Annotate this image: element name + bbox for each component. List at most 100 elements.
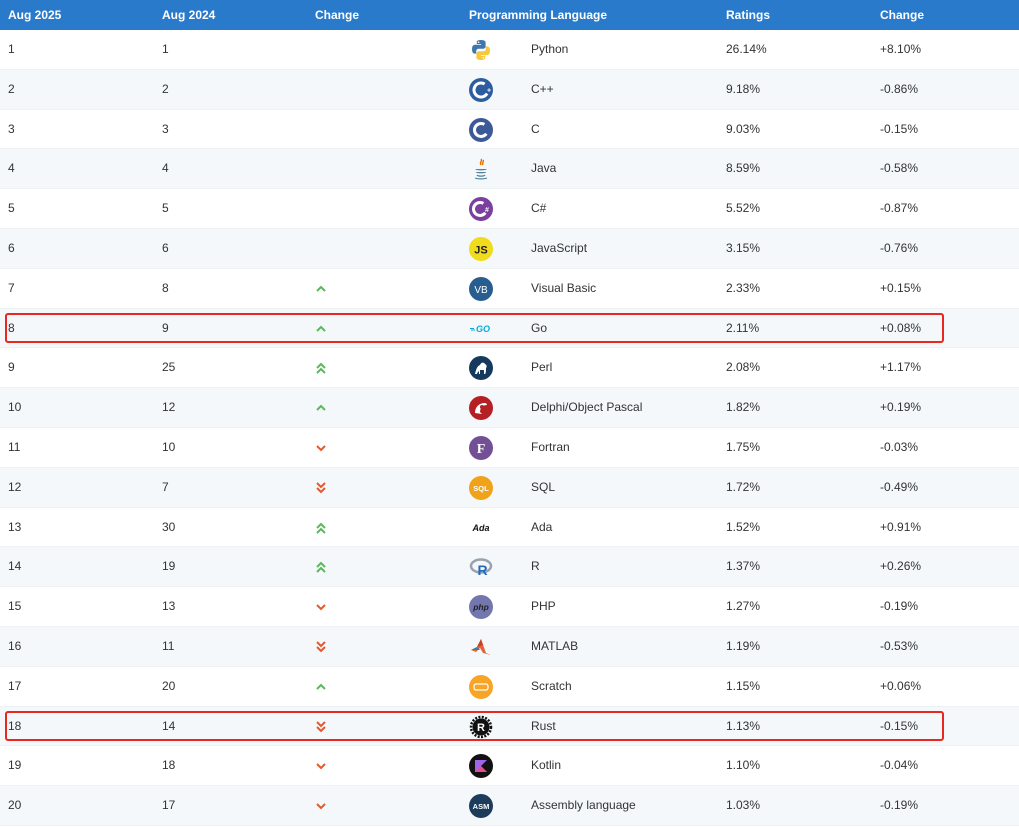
rank-aug-2025: 2	[8, 81, 15, 96]
rating-value: 26.14%	[726, 42, 767, 56]
rank-aug-2024: 18	[162, 758, 176, 773]
table-row: 1 1 Python 26.14% +8.10%	[0, 30, 1019, 70]
assembly-icon: ASM	[468, 793, 494, 819]
change-value: -0.19%	[880, 798, 919, 813]
table-body: 1 1 Python 26.14% +8.10% 2 2 + C++ 9.18% -0.86% 3 3 C…	[0, 30, 1019, 826]
chevron-down-icon	[315, 587, 329, 627]
change-value: +0.91%	[880, 519, 922, 534]
rating-value: 2.08%	[726, 360, 761, 375]
change-value: +0.06%	[880, 678, 922, 693]
rank-aug-2024: 2	[162, 81, 169, 96]
header-programming-language[interactable]: Programming Language	[469, 8, 608, 22]
trend-none	[315, 70, 329, 110]
rank-aug-2025: 15	[8, 599, 22, 614]
change-value: -0.58%	[880, 161, 919, 176]
table-row: 20 17 ASM Assembly language 1.03% -0.19%	[0, 786, 1019, 826]
rank-aug-2024: 10	[162, 439, 176, 454]
rating-value: 1.13%	[726, 718, 761, 733]
table-row: 4 4 Java 8.59% -0.58%	[0, 149, 1019, 190]
rank-aug-2025: 3	[8, 121, 15, 136]
rank-aug-2025: 10	[8, 400, 22, 415]
header-ratings[interactable]: Ratings	[726, 8, 771, 22]
rating-value: 8.59%	[726, 161, 761, 176]
table-row: 10 12 Delphi/Object Pascal 1.82% +0.19%	[0, 388, 1019, 428]
language-name: MATLAB	[531, 638, 579, 653]
rank-aug-2025: 17	[8, 678, 22, 693]
svg-text:VB: VB	[474, 285, 488, 296]
rank-aug-2025: 13	[8, 519, 22, 534]
table-row: 7 8 VB Visual Basic 2.33% +0.15%	[0, 269, 1019, 309]
rank-aug-2024: 20	[162, 678, 176, 693]
svg-text:ASM: ASM	[473, 802, 490, 811]
visual-basic-icon: VB	[468, 276, 494, 302]
svg-text:#: #	[485, 207, 489, 214]
rank-aug-2024: 11	[162, 638, 175, 653]
change-value: +0.08%	[880, 320, 922, 335]
trend-none	[315, 30, 329, 70]
svg-text:JS: JS	[474, 244, 487, 256]
chevron-up-icon	[315, 269, 329, 309]
rating-value: 3.15%	[726, 240, 761, 255]
language-name: JavaScript	[531, 240, 588, 255]
header-aug-2024[interactable]: Aug 2024	[162, 8, 216, 22]
change-value: -0.15%	[880, 718, 919, 733]
change-value: +0.15%	[880, 280, 922, 295]
language-name: Rust	[531, 718, 556, 733]
rating-value: 1.82%	[726, 400, 761, 415]
double-chevron-up-icon	[315, 547, 329, 587]
change-value: +0.19%	[880, 400, 922, 415]
rank-aug-2025: 19	[8, 758, 22, 773]
table-row: 14 19 R R 1.37% +0.26%	[0, 547, 1019, 588]
rank-aug-2024: 17	[162, 798, 176, 813]
trend-none	[315, 189, 329, 229]
table-row: 8 9 GO Go 2.11% +0.08%	[0, 308, 1019, 349]
php-icon: php	[468, 594, 494, 620]
rating-value: 1.10%	[726, 758, 761, 773]
kotlin-icon	[468, 753, 494, 779]
svg-text:Ada: Ada	[471, 523, 489, 533]
table-row: 12 7 SQL SQL 1.72% -0.49%	[0, 467, 1019, 508]
change-value: -0.19%	[880, 599, 919, 614]
svg-text:SQL: SQL	[473, 484, 489, 493]
scratch-icon	[468, 674, 494, 700]
header-change-trend[interactable]: Change	[315, 8, 360, 22]
chevron-up-icon	[315, 667, 329, 707]
rating-value: 1.03%	[726, 798, 761, 813]
language-name: Scratch	[531, 678, 572, 693]
language-name: Kotlin	[531, 758, 562, 773]
perl-icon	[468, 355, 494, 381]
chevron-up-icon	[315, 309, 329, 349]
rank-aug-2025: 14	[8, 559, 22, 574]
rating-value: 1.72%	[726, 479, 761, 494]
trend-none	[315, 110, 329, 150]
table-row: 18 14 R Rust 1.13% -0.15%	[0, 706, 1019, 747]
rating-value: 2.33%	[726, 280, 761, 295]
rank-aug-2025: 7	[8, 280, 15, 295]
rank-aug-2025: 16	[8, 638, 22, 653]
change-value: -0.04%	[880, 758, 919, 773]
rank-aug-2024: 1	[162, 42, 169, 56]
rank-aug-2024: 12	[162, 400, 176, 415]
table-row: 9 25 Perl 2.08% +1.17%	[0, 348, 1019, 389]
rank-aug-2024: 5	[162, 201, 169, 216]
rank-aug-2025: 11	[8, 439, 21, 454]
rating-value: 1.15%	[726, 678, 761, 693]
table-row: 17 20 Scratch 1.15% +0.06%	[0, 667, 1019, 707]
rank-aug-2025: 4	[8, 161, 15, 176]
trend-none	[315, 149, 329, 189]
svg-text:R: R	[477, 722, 485, 734]
language-name: Java	[531, 161, 557, 176]
rating-value: 2.11%	[726, 320, 760, 335]
change-value: -0.03%	[880, 439, 919, 454]
rating-value: 1.37%	[726, 559, 761, 574]
table-row: 3 3 C 9.03% -0.15%	[0, 110, 1019, 150]
rating-value: 1.27%	[726, 599, 761, 614]
chevron-down-icon	[315, 428, 329, 468]
ada-icon: Ada	[468, 515, 494, 541]
rank-aug-2025: 8	[8, 320, 15, 335]
language-name: SQL	[531, 479, 556, 494]
delphi-icon	[468, 395, 494, 421]
header-change-percent[interactable]: Change	[880, 8, 925, 22]
header-aug-2025[interactable]: Aug 2025	[8, 8, 62, 22]
